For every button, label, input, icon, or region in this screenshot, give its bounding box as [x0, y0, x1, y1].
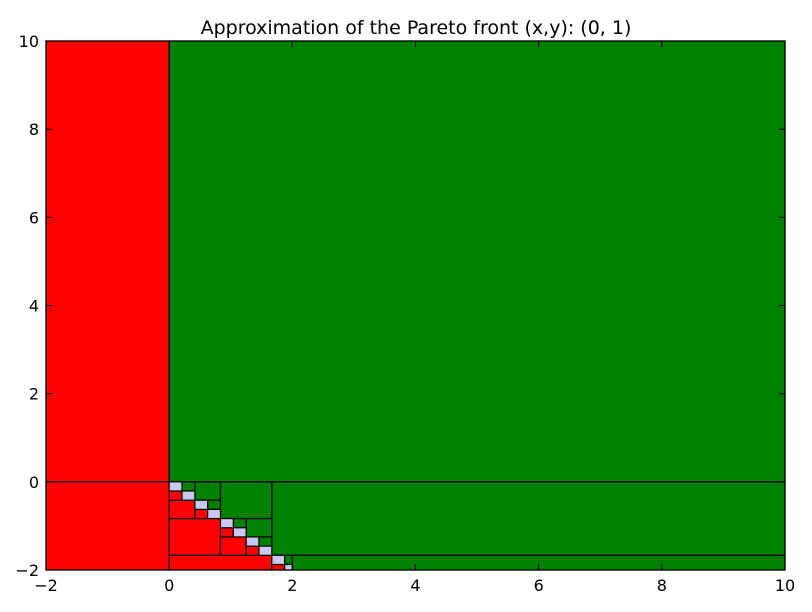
rect-red-20: [245, 545, 260, 556]
rect-lavender-31: [284, 563, 293, 571]
y-tick-label: 0: [29, 473, 39, 492]
rect-red-14: [168, 554, 273, 571]
rect-red-17: [168, 490, 183, 501]
y-tick-label: −2: [15, 561, 39, 580]
rect-lavender-24: [194, 499, 209, 510]
rect-red-13: [168, 517, 222, 556]
x-tick-label: 0: [164, 576, 174, 595]
rect-lavender-23: [181, 490, 196, 501]
rect-lavender-25: [207, 508, 222, 520]
ticks-layer: −2 0 2 4 6 8 10 −2 0 2 4 6 8 10: [15, 32, 795, 595]
rect-green-11: [258, 536, 273, 547]
y-tick-label: 2: [29, 385, 39, 404]
rect-green-3: [271, 481, 786, 556]
y-tick-label: 4: [29, 297, 39, 316]
x-tick-label: 2: [287, 576, 297, 595]
rect-lavender-29: [258, 545, 273, 556]
x-tick-label: 6: [534, 576, 544, 595]
rectangles-layer: [45, 40, 786, 571]
rect-green-9: [207, 499, 222, 510]
rect-green-2: [168, 40, 786, 483]
rect-green-5: [219, 481, 273, 520]
rect-lavender-22: [168, 481, 183, 492]
rect-lavender-28: [245, 536, 260, 547]
rect-red-18: [194, 508, 209, 520]
rect-red-19: [219, 527, 234, 538]
rect-green-6: [194, 481, 222, 501]
rect-green-12: [284, 554, 293, 566]
rect-green-10: [232, 517, 247, 529]
rect-red-21: [271, 563, 286, 571]
x-tick-label: 4: [410, 576, 420, 595]
x-tick-label: 8: [657, 576, 667, 595]
rect-lavender-27: [232, 527, 247, 538]
rect-red-0: [45, 40, 170, 483]
rect-green-7: [245, 517, 273, 538]
chart-title: Approximation of the Pareto front (x,y):…: [201, 17, 632, 39]
rect-green-8: [181, 481, 196, 492]
rect-red-1: [45, 481, 170, 571]
rect-lavender-26: [219, 517, 234, 529]
rect-lavender-30: [271, 554, 286, 566]
y-tick-label: 6: [29, 208, 39, 227]
y-tick-label: 8: [29, 120, 39, 139]
y-tick-label: 10: [19, 32, 39, 51]
x-tick-label: −2: [34, 576, 58, 595]
x-tick-label: 10: [775, 576, 795, 595]
rect-red-16: [219, 536, 247, 556]
rect-red-15: [168, 499, 196, 520]
